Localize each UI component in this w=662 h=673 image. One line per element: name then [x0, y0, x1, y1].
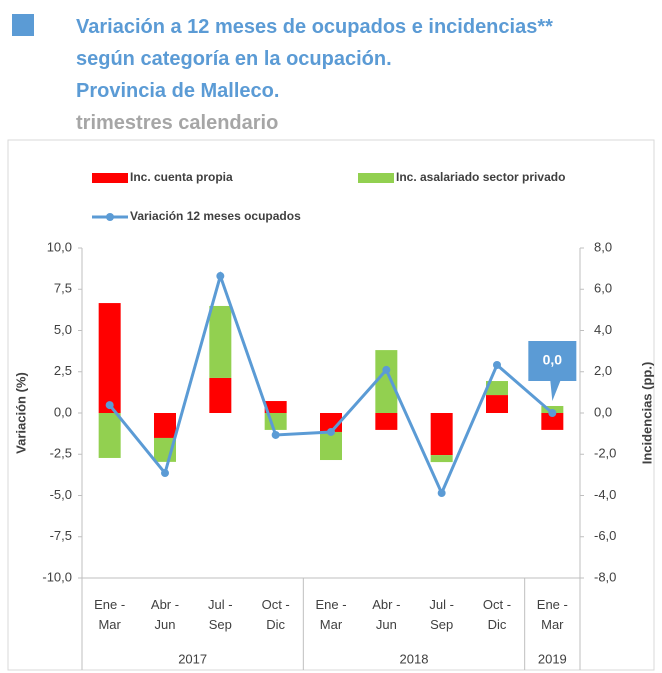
y2-tick-label: 8,0: [594, 239, 612, 254]
x-tick-label: Ene -Mar: [537, 597, 568, 632]
line: [108, 271, 554, 497]
chart-subtitle: trimestres calendario: [76, 112, 278, 134]
line-marker: [437, 489, 446, 498]
bar: [541, 413, 564, 430]
bar: [209, 377, 232, 413]
y2-tick-label: 6,0: [594, 281, 612, 296]
x-tick-label: Oct -Dic: [262, 597, 290, 632]
chart-title: Provincia de Malleco.: [76, 80, 279, 102]
y-tick-label: 5,0: [54, 322, 72, 337]
legend-label: Inc. cuenta propia: [130, 170, 233, 184]
line-marker: [271, 430, 280, 439]
y2-axis-label: Incidencias (pp.): [639, 362, 654, 465]
chart-title: según categoría en la ocupación.: [76, 48, 392, 70]
x-tick-label: Oct -Dic: [483, 597, 511, 632]
x-tick-label: Abr -Jun: [372, 597, 400, 632]
bar: [430, 413, 453, 456]
legend-label: Inc. asalariado sector privado: [396, 170, 565, 184]
y2-tick-label: -4,0: [594, 487, 616, 502]
group-label: 2018: [400, 651, 429, 666]
y2-tick-label: -6,0: [594, 528, 616, 543]
chart-frame: [7, 139, 655, 671]
x-tick-label: Jul -Sep: [429, 597, 454, 632]
bar: [209, 305, 232, 378]
group-label: 2019: [538, 651, 567, 666]
line-marker: [216, 272, 225, 281]
y2-tick-label: -8,0: [594, 569, 616, 584]
y-tick-label: 10,0: [47, 239, 72, 254]
title-icon: [12, 14, 34, 36]
x-tick-label: Abr -Jun: [151, 597, 179, 632]
bar: [486, 381, 508, 396]
y-tick-label: 7,5: [54, 281, 72, 296]
y-tick-label: -10,0: [42, 569, 72, 584]
bar: [486, 395, 508, 413]
line-marker: [327, 427, 335, 436]
x-tick-label: Jul -Sep: [208, 597, 233, 632]
data-label: 0,0: [543, 352, 563, 368]
line-marker: [548, 409, 557, 417]
chart-title: Variación a 12 meses de ocupados e incid…: [76, 16, 553, 38]
legend-swatch: [358, 173, 394, 183]
y2-tick-label: 4,0: [594, 322, 612, 337]
bar: [375, 350, 398, 413]
legend-marker: [106, 213, 114, 221]
bar: [98, 413, 121, 458]
y2-tick-label: 2,0: [594, 363, 612, 378]
legend-label: Variación 12 meses ocupados: [130, 209, 301, 223]
x-tick-label: Ene -Mar: [315, 597, 346, 632]
y-tick-label: -5,0: [50, 487, 72, 502]
bar: [320, 431, 342, 461]
bar: [98, 303, 121, 413]
legend-swatch: [92, 173, 128, 183]
bar: [375, 413, 398, 430]
data-label-callout: [528, 341, 577, 401]
bar: [264, 401, 287, 413]
bar: [154, 413, 176, 438]
y-tick-label: 0,0: [54, 404, 72, 419]
group-label: 2017: [178, 651, 207, 666]
y2-tick-label: 0,0: [594, 404, 612, 419]
bar: [430, 455, 453, 463]
y-tick-label: -2,5: [50, 446, 72, 461]
line-marker: [105, 401, 114, 410]
line-marker: [382, 365, 391, 374]
y-axis-label: Variación (%): [13, 372, 28, 454]
line-marker: [161, 469, 169, 478]
line-marker: [493, 360, 501, 369]
x-tick-label: Ene -Mar: [94, 597, 125, 632]
y2-tick-label: -2,0: [594, 446, 616, 461]
y-tick-label: -7,5: [50, 528, 72, 543]
y-tick-label: 2,5: [54, 363, 72, 378]
